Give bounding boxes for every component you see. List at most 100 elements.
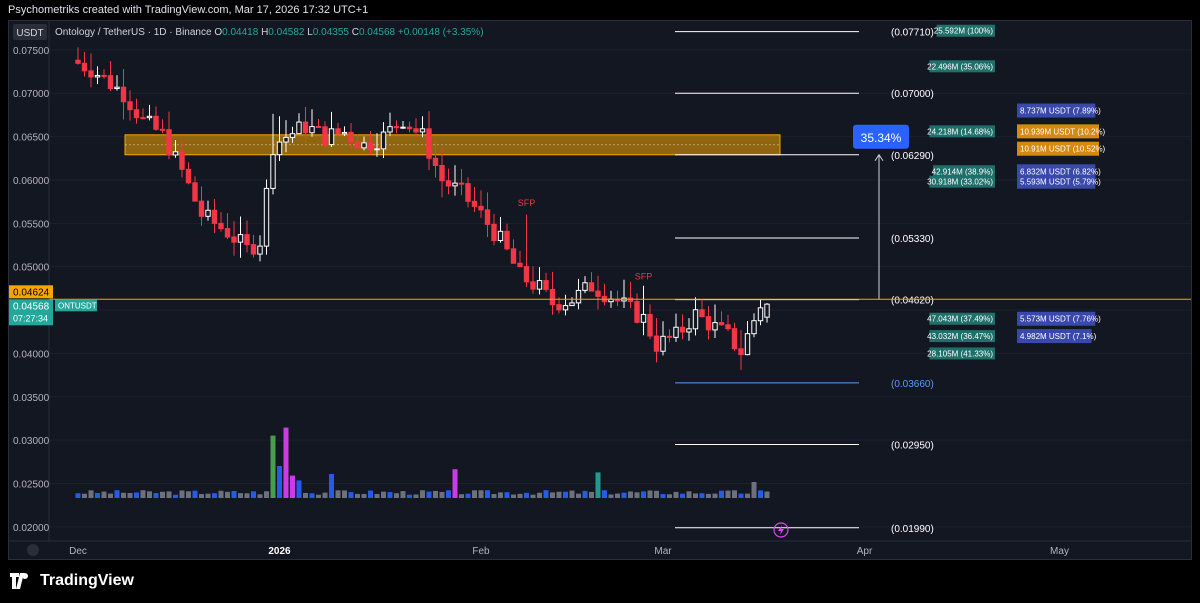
candle-body xyxy=(575,289,582,304)
volume-bar xyxy=(537,492,542,498)
volume-bar xyxy=(355,493,360,498)
volume-bar xyxy=(582,490,588,498)
chart-panel[interactable]: (0.07710) (0.07000) (0.06290) (0.05330) (0.0… xyxy=(8,20,1192,560)
candle-body xyxy=(458,182,465,185)
volume-bar xyxy=(290,475,295,498)
volume-bar xyxy=(667,494,672,498)
candle-body xyxy=(543,280,549,290)
volume-bar xyxy=(140,490,146,498)
volume-bar xyxy=(387,492,393,498)
orderbook-bid-bar xyxy=(933,165,995,178)
price-tick-label: 0.05000 xyxy=(13,263,50,274)
low-value: 0.04355 xyxy=(313,27,352,38)
volume-bar xyxy=(277,466,282,498)
volume-bar xyxy=(264,491,269,498)
candle-body xyxy=(536,280,543,290)
volume-bar xyxy=(608,494,614,498)
candle-body xyxy=(582,282,588,291)
volume-bar xyxy=(212,493,217,498)
candle-body xyxy=(640,313,647,323)
volume-bar xyxy=(270,435,276,498)
volume-bar xyxy=(322,492,328,498)
volume-bar xyxy=(166,491,172,498)
candle-body xyxy=(179,151,185,170)
candle-body xyxy=(530,281,536,290)
candle-body xyxy=(341,131,348,135)
candle-body xyxy=(94,74,101,78)
timezone-icon[interactable] xyxy=(27,544,39,556)
volume-bar xyxy=(595,472,601,498)
price-tick-label: 0.07000 xyxy=(13,89,50,100)
volume-bar xyxy=(218,490,224,498)
orderbook-ask-label: 10.939M USDT (10.2%) xyxy=(1020,127,1106,136)
lightning-icon[interactable] xyxy=(773,522,789,538)
candle-body xyxy=(731,328,738,350)
candle-body xyxy=(634,301,640,323)
volume-bar xyxy=(628,491,633,498)
candle-body xyxy=(484,209,491,225)
orderbook-bid-bar xyxy=(929,330,995,343)
volume-bar xyxy=(745,493,750,498)
candlestick-chart[interactable]: (0.07710) (0.07000) (0.06290) (0.05330) (0.0… xyxy=(9,21,1192,560)
candle-body xyxy=(393,126,400,129)
volume-bar xyxy=(446,490,451,498)
volume-bar xyxy=(641,491,646,498)
tradingview-logo[interactable]: TradingView xyxy=(10,572,134,590)
candle-body xyxy=(712,322,718,331)
candle-body xyxy=(198,200,205,217)
volume-bar xyxy=(751,482,757,498)
volume-bar xyxy=(478,490,484,498)
candle-body xyxy=(517,262,523,268)
candle-body xyxy=(263,187,270,247)
candle-body xyxy=(302,121,309,134)
candle-body xyxy=(478,205,484,211)
volume-bar xyxy=(524,492,529,498)
candle-body xyxy=(764,303,770,318)
time-tick-label: 2026 xyxy=(268,546,291,557)
volume-bar xyxy=(147,491,152,498)
currency-button[interactable] xyxy=(13,24,47,40)
candle-body xyxy=(380,131,387,150)
candle-body xyxy=(497,230,504,242)
volume-bar xyxy=(732,490,737,498)
volume-bar xyxy=(225,491,230,498)
volume-bar xyxy=(576,493,581,498)
candle-body xyxy=(504,230,510,250)
volume-bar xyxy=(394,493,399,498)
orderbook-bid-bar xyxy=(929,60,995,73)
candle-body xyxy=(250,244,257,255)
volume-bar xyxy=(615,493,620,498)
volume-bar xyxy=(426,491,432,498)
volume-bar xyxy=(413,494,419,498)
candle-body xyxy=(114,86,120,90)
candle-body xyxy=(744,333,751,356)
volume-bar xyxy=(75,493,81,498)
orderbook-ask-bar xyxy=(1017,174,1096,189)
volume-bar xyxy=(108,493,113,498)
candle-body xyxy=(738,348,744,356)
ticker-tag xyxy=(55,299,97,312)
volume-bar xyxy=(725,490,731,498)
orderbook-bid-label: 30.918M (33.02%) xyxy=(927,178,993,187)
price-tick-label: 0.02000 xyxy=(13,523,50,534)
tradingview-logo-icon xyxy=(10,573,28,589)
orderbook-bid-label: 25.592M (100%) xyxy=(934,27,993,36)
volume-bar xyxy=(602,490,607,498)
volume-bar xyxy=(504,492,510,498)
candle-body xyxy=(374,148,380,151)
candle-body xyxy=(159,128,166,131)
orderbook-bid-label: 43.032M (36.47%) xyxy=(927,332,993,341)
candle-body xyxy=(75,59,81,64)
volume-bar xyxy=(530,494,536,498)
candle-body xyxy=(276,141,283,156)
measure-arrowhead xyxy=(874,153,884,162)
orderbook-ask-bar xyxy=(1017,141,1099,156)
candle-body xyxy=(439,165,445,182)
symbol-legend[interactable]: Ontology / TetherUS · 1D · Binance O0.04… xyxy=(55,27,484,38)
candle-body xyxy=(400,126,406,129)
orderbook-ask-label: 5.593M USDT (5.79%) xyxy=(1020,178,1101,187)
candle-body xyxy=(101,74,107,77)
candle-body xyxy=(146,115,153,119)
current-price-label: 0.04624 xyxy=(13,287,50,298)
volume-bar xyxy=(160,491,165,498)
